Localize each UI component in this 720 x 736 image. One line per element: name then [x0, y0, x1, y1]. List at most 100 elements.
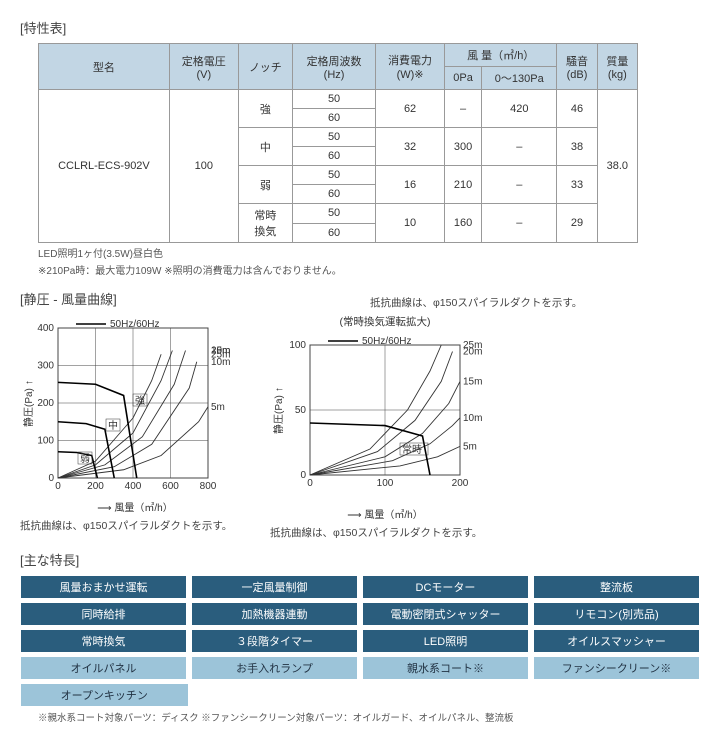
svg-text:20m: 20m — [463, 347, 482, 358]
th-af130: 0〜130Pa — [482, 67, 557, 90]
cell-model: CCLRL-ECS-902V — [39, 90, 170, 243]
cell-af0: 300 — [445, 128, 482, 166]
chart1-note: 抵抗曲線は、φ150スパイラルダクトを示す。 — [20, 518, 250, 533]
svg-text:5m: 5m — [211, 402, 225, 413]
feature-tile: 電動密閉式シャッター — [362, 602, 529, 626]
chart2-topnote: 抵抗曲線は、φ150スパイラルダクトを示す。 — [370, 295, 700, 310]
svg-text:15m: 15m — [211, 346, 230, 357]
cell-freq: 60 — [292, 147, 375, 166]
feature-row: 常時換気３段階タイマーLED照明オイルスマッシャー — [20, 629, 700, 653]
th-noise: 騒音(dB) — [557, 44, 597, 90]
feature-tile — [534, 683, 701, 707]
feature-tile: ３段階タイマー — [191, 629, 358, 653]
th-model: 型名 — [39, 44, 170, 90]
cell-af0: 210 — [445, 166, 482, 204]
svg-text:400: 400 — [37, 323, 54, 334]
th-notch: ノッチ — [238, 44, 292, 90]
svg-text:50Hz/60Hz: 50Hz/60Hz — [362, 336, 411, 347]
chart1-xlabel: 風量（㎥/h） — [114, 503, 172, 514]
features-footnote: ※親水系コート対象パーツ：ディスク ※ファンシークリーン対象パーツ：オイルガード… — [38, 710, 700, 724]
svg-text:100: 100 — [289, 340, 306, 351]
feature-tile: オイルパネル — [20, 656, 187, 680]
feature-tile: 常時換気 — [20, 629, 187, 653]
th-voltage: 定格電圧(V) — [169, 44, 238, 90]
th-mass: 質量(kg) — [597, 44, 637, 90]
feature-tile: DCモーター — [362, 575, 529, 599]
feature-tile: 加熱機器連動 — [191, 602, 358, 626]
spec-notes: LED照明1ヶ付(3.5W)昼白色 ※210Pa時：最大電力109W ※照明の消費… — [20, 245, 700, 277]
svg-text:100: 100 — [377, 478, 394, 489]
svg-text:静圧(Pa): 静圧(Pa) — [22, 388, 35, 427]
spec-table: 型名定格電圧(V)ノッチ定格周波数(Hz)消費電力(W)※風 量（㎥/h）騒音(… — [38, 43, 638, 243]
svg-text:0: 0 — [307, 478, 313, 489]
cell-freq: 50 — [292, 128, 375, 147]
cell-freq: 50 — [292, 166, 375, 185]
svg-text:0: 0 — [48, 473, 54, 484]
cell-af130: 420 — [482, 90, 557, 128]
cell-noise: 29 — [557, 204, 597, 243]
cell-freq: 60 — [292, 223, 375, 243]
cell-power: 32 — [376, 128, 445, 166]
chart2-subtitle: (常時換気運転拡大) — [270, 314, 500, 329]
cell-noise: 38 — [557, 128, 597, 166]
feature-tile: ファンシークリーン※ — [533, 656, 700, 680]
svg-text:↑: ↑ — [24, 380, 35, 385]
feature-tile: 親水系コート※ — [362, 656, 529, 680]
feature-tile: 同時給排 — [20, 602, 187, 626]
feature-tile: 一定風量制御 — [191, 575, 358, 599]
feature-row: オープンキッチン — [20, 683, 700, 707]
svg-text:0: 0 — [55, 481, 61, 492]
features-grid: 風量おまかせ運転一定風量制御DCモーター整流板同時給排加熱機器連動電動密閉式シャ… — [20, 575, 700, 707]
cell-af130: – — [482, 166, 557, 204]
feature-tile: リモコン(別売品) — [533, 602, 700, 626]
svg-text:5m: 5m — [463, 441, 477, 452]
chart2-note: 抵抗曲線は、φ150スパイラルダクトを示す。 — [270, 525, 500, 540]
svg-text:200: 200 — [452, 478, 469, 489]
svg-text:50Hz/60Hz: 50Hz/60Hz — [110, 319, 159, 330]
th-airflow: 風 量（㎥/h） — [445, 44, 557, 67]
svg-text:300: 300 — [37, 361, 54, 372]
cell-af0: 160 — [445, 204, 482, 243]
svg-text:↑: ↑ — [274, 387, 285, 392]
feature-row: 同時給排加熱機器連動電動密閉式シャッターリモコン(別売品) — [20, 602, 700, 626]
cell-freq: 50 — [292, 90, 375, 109]
curve-title: [静圧 - 風量曲線] — [20, 289, 117, 308]
th-power: 消費電力(W)※ — [376, 44, 445, 90]
th-freq: 定格周波数(Hz) — [292, 44, 375, 90]
svg-text:静圧(Pa): 静圧(Pa) — [272, 395, 285, 434]
spec-note: LED照明1ヶ付(3.5W)昼白色 — [38, 245, 700, 260]
feature-tile: オープンキッチン — [20, 683, 189, 707]
feature-tile: 整流板 — [533, 575, 700, 599]
spec-title: [特性表] — [20, 18, 700, 37]
chart2-svg: 010020005010025m20m15m10m5m常時50Hz/60Hz静圧… — [270, 331, 500, 501]
cell-power: 16 — [376, 166, 445, 204]
spec-thead: 型名定格電圧(V)ノッチ定格周波数(Hz)消費電力(W)※風 量（㎥/h）騒音(… — [39, 44, 638, 90]
cell-noise: 46 — [557, 90, 597, 128]
svg-text:0: 0 — [300, 470, 306, 481]
chart1-block: 0200400600800010020030040025m20m15m10m5m… — [20, 314, 250, 537]
chart2-block: (常時換気運転拡大) 010020005010025m20m15m10m5m常時… — [270, 314, 500, 544]
feature-tile: お手入れランプ — [191, 656, 358, 680]
svg-text:10m: 10m — [211, 357, 230, 368]
svg-text:400: 400 — [125, 481, 142, 492]
cell-af0: – — [445, 90, 482, 128]
svg-text:50: 50 — [295, 405, 307, 416]
cell-notch: 常時換気 — [238, 204, 292, 243]
spec-note: ※210Pa時：最大電力109W ※照明の消費電力は含んでおりません。 — [38, 262, 700, 277]
svg-text:600: 600 — [162, 481, 179, 492]
svg-text:弱: 弱 — [80, 453, 90, 465]
svg-text:15m: 15m — [463, 376, 482, 387]
chart1-svg: 0200400600800010020030040025m20m15m10m5m… — [20, 314, 250, 494]
chart2-xlabel: 風量（㎥/h） — [364, 510, 422, 521]
cell-voltage: 100 — [169, 90, 238, 243]
feature-tile: オイルスマッシャー — [533, 629, 700, 653]
cell-freq: 60 — [292, 109, 375, 128]
th-af0: 0Pa — [445, 67, 482, 90]
svg-text:100: 100 — [37, 436, 54, 447]
feature-row: 風量おまかせ運転一定風量制御DCモーター整流板 — [20, 575, 700, 599]
spec-tbody: CCLRL-ECS-902V100強5062–4204638.060中50323… — [39, 90, 638, 243]
cell-notch: 強 — [238, 90, 292, 128]
cell-af130: – — [482, 128, 557, 166]
svg-text:常時: 常時 — [402, 443, 422, 456]
cell-notch: 中 — [238, 128, 292, 166]
